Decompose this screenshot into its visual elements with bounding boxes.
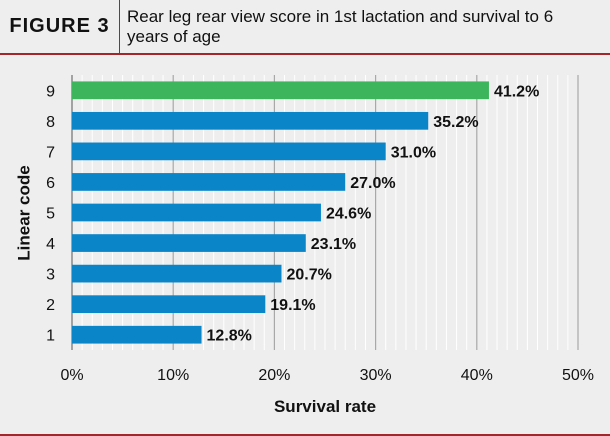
- bottom-rule: [0, 434, 610, 436]
- x-tick-label: 10%: [157, 367, 189, 384]
- bar-1: [72, 325, 202, 344]
- x-tick-label: 30%: [360, 367, 392, 384]
- x-tick-label: 20%: [258, 367, 290, 384]
- category-label-3: 3: [46, 267, 55, 284]
- figure-title: Rear leg rear view score in 1st lactatio…: [127, 7, 554, 46]
- bar-9: [72, 81, 489, 100]
- x-tick-label: 0%: [60, 367, 83, 384]
- category-label-2: 2: [46, 297, 55, 314]
- figure-label: FIGURE 3: [0, 0, 120, 53]
- bar-3: [72, 264, 282, 283]
- data-label-6: 27.0%: [350, 175, 395, 192]
- category-label-7: 7: [46, 144, 55, 161]
- data-label-1: 12.8%: [207, 328, 252, 345]
- category-label-8: 8: [46, 114, 55, 131]
- bar-2: [72, 295, 266, 314]
- bar-7: [72, 142, 386, 161]
- data-label-5: 24.6%: [326, 206, 371, 223]
- category-label-6: 6: [46, 175, 55, 192]
- category-label-4: 4: [46, 236, 55, 253]
- data-label-8: 35.2%: [433, 114, 478, 131]
- bar-4: [72, 234, 306, 252]
- x-tick-label: 40%: [461, 367, 493, 384]
- data-label-3: 20.7%: [286, 267, 331, 284]
- y-axis-label: Linear code: [14, 164, 34, 261]
- category-label-1: 1: [46, 328, 55, 345]
- bar-6: [72, 173, 346, 191]
- bar-5: [72, 203, 321, 222]
- data-label-7: 31.0%: [391, 144, 436, 161]
- category-label-9: 9: [46, 83, 55, 100]
- data-label-2: 19.1%: [270, 297, 315, 314]
- data-label-9: 41.2%: [494, 83, 539, 100]
- x-tick-label: 50%: [562, 367, 594, 384]
- x-axis-label: Survival rate: [274, 397, 376, 416]
- data-label-4: 23.1%: [311, 236, 356, 253]
- bar-8: [72, 111, 429, 130]
- figure-header: FIGURE 3 Rear leg rear view score in 1st…: [0, 0, 610, 55]
- category-label-5: 5: [46, 206, 55, 223]
